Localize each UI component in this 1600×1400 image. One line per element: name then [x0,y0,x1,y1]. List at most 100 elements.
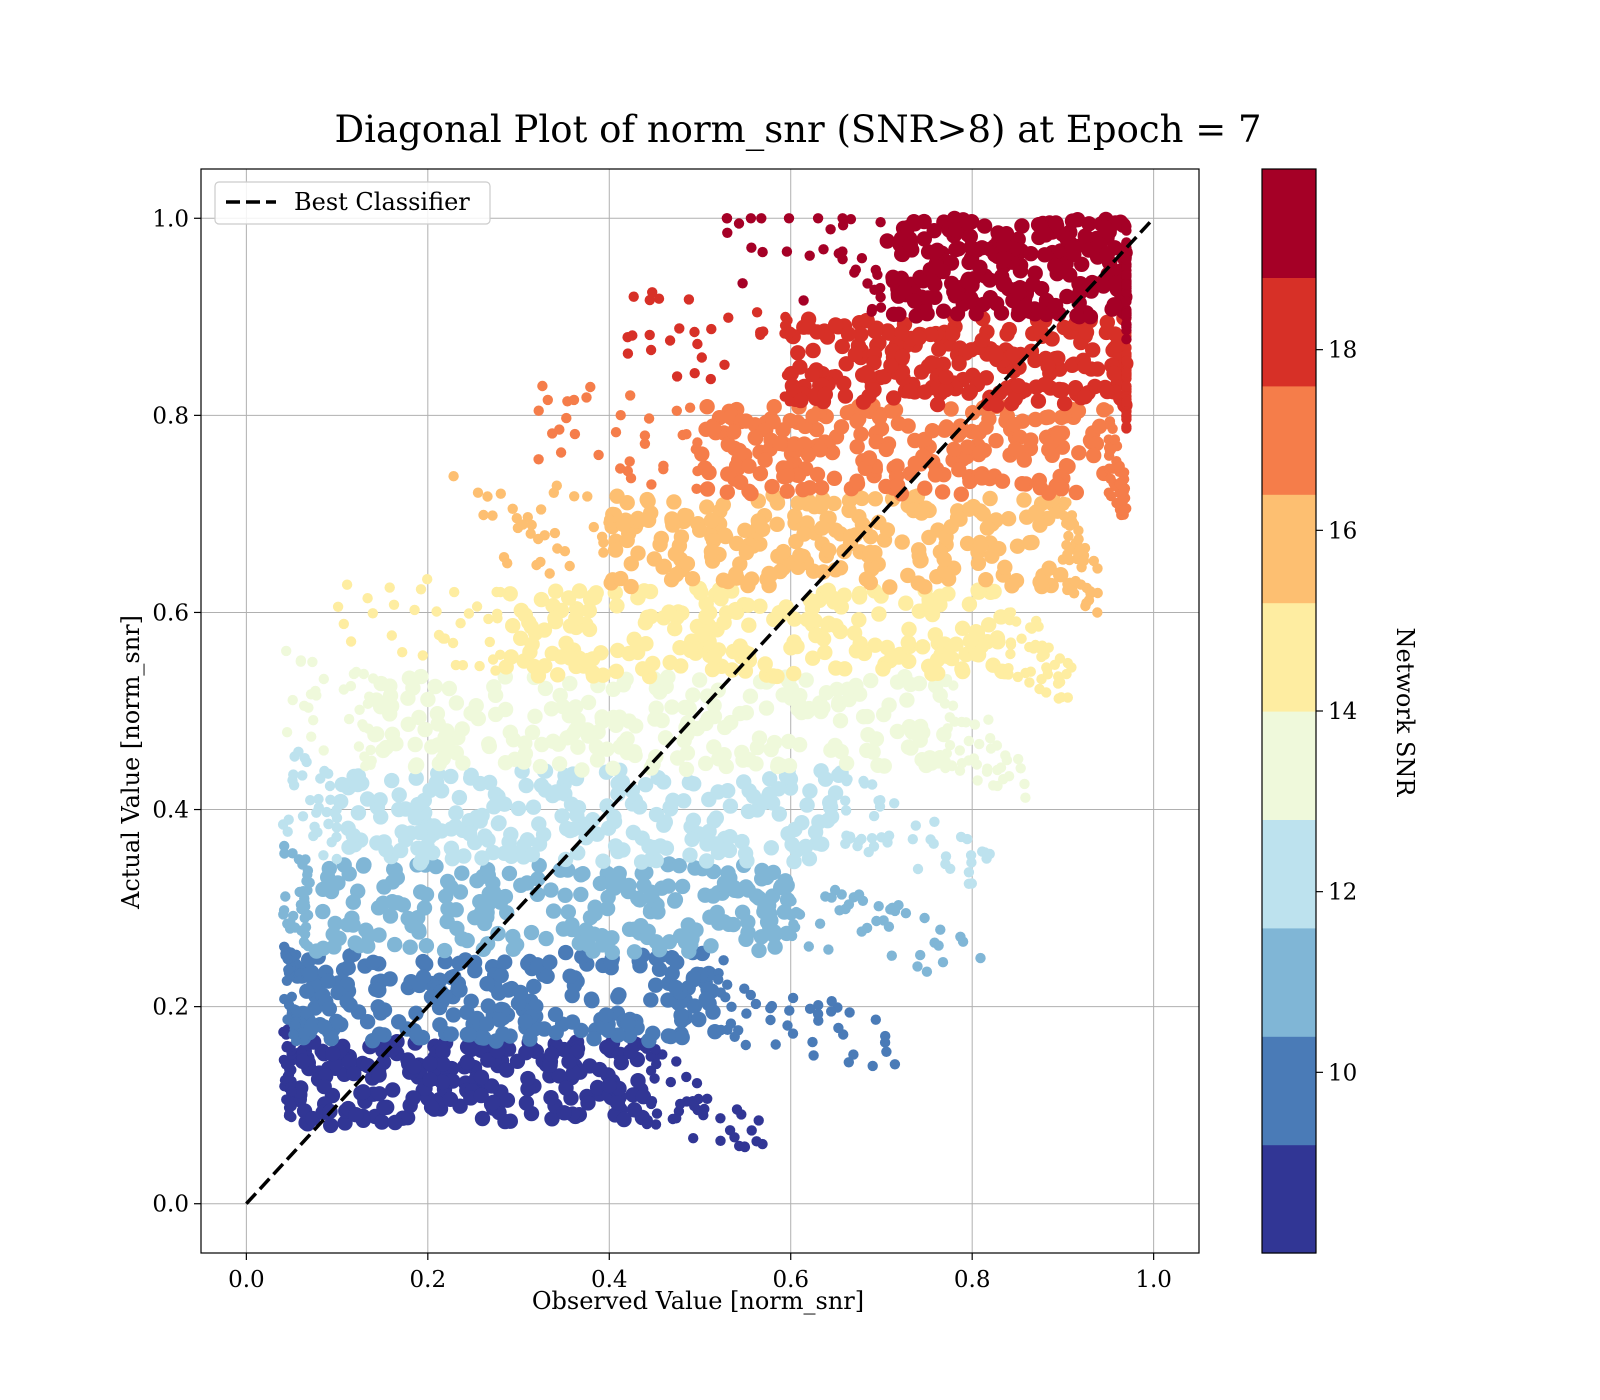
scatter-point [932,588,948,604]
scatter-point [610,775,626,792]
scatter-point [1056,319,1072,336]
scatter-point [367,608,378,619]
scatter-point [667,1113,678,1125]
scatter-point [587,899,603,915]
scatter-point [560,904,576,920]
scatter-point [581,621,598,638]
scatter-point [885,269,901,285]
scatter-point [732,705,748,722]
scatter-point [283,814,294,825]
scatter-point [648,806,665,823]
scatter-point [426,818,442,834]
scatter-point [652,536,668,553]
colorbar-segment [1262,385,1316,495]
scatter-point [666,494,682,510]
scatter-point [692,338,703,350]
scatter-point [652,684,668,700]
scatter-point [706,648,722,665]
scatter-point [538,930,554,947]
scatter-point [487,687,504,703]
scatter-point [507,503,518,514]
scatter-point [307,656,318,668]
scatter-point [484,1078,500,1094]
scatter-point [338,618,349,630]
scatter-point [871,606,887,622]
scatter-point [326,939,342,955]
scatter-point [621,645,637,662]
scatter-point [674,1029,690,1046]
scatter-point [533,454,544,465]
scatter-point [676,793,692,809]
scatter-point [844,1007,855,1018]
scatter-point [589,752,606,768]
y-axis-label: Actual Value [norm_snr] [117,615,145,910]
scatter-point [570,739,586,755]
scatter-point [580,694,597,711]
scatter-point [337,1115,353,1131]
scatter-point [387,936,403,953]
scatter-point [651,961,668,977]
scatter-point [636,877,652,894]
scatter-point [650,1119,662,1130]
scatter-point [745,989,756,1001]
scatter-point [415,969,432,985]
scatter-point [1105,473,1116,484]
scatter-point [409,604,420,616]
scatter-point [1063,530,1074,542]
scatter-point [699,1103,710,1115]
scatter-point [569,428,581,440]
scatter-point [291,1035,302,1047]
scatter-point [737,278,748,289]
scatter-point [723,312,734,323]
scatter-point [809,466,826,483]
scatter-point [805,650,821,666]
scatter-point [384,874,401,890]
scatter-point [1121,380,1132,392]
scatter-point [625,824,642,841]
scatter-point [526,978,542,995]
scatter-point [678,761,695,777]
scatter-point [644,294,655,306]
scatter-point [568,610,584,626]
scatter-point [588,521,599,533]
scatter-point [505,928,521,945]
scatter-point [698,715,714,732]
scatter-point [346,1065,362,1082]
scatter-point [1109,434,1121,445]
scatter-point [308,715,319,726]
scatter-point [782,1020,793,1031]
scatter-point [454,865,470,881]
scatter-point [814,836,830,852]
scatter-point [545,903,562,919]
scatter-point [863,846,874,858]
scatter-point [667,892,684,908]
scatter-point [740,1039,751,1051]
scatter-point [875,282,886,294]
scatter-point [988,780,999,791]
scatter-point [917,480,933,496]
scatter-point [996,249,1013,265]
scatter-point [853,426,869,442]
scatter-point [685,970,702,986]
scatter-point [593,645,609,661]
scatter-point [973,538,989,554]
scatter-point [894,534,910,550]
scatter-point [431,606,442,617]
scatter-point [859,365,875,381]
scatter-point [954,745,965,756]
scatter-point [728,566,744,582]
scatter-point [862,529,879,545]
scatter-point [323,818,334,830]
scatter-point [733,218,745,229]
scatter-point [681,429,692,440]
scatter-point [715,497,731,513]
scatter-point [719,359,730,370]
scatter-point [855,394,872,410]
scatter-point [615,516,632,533]
scatter-point [889,723,906,740]
scatter-point [331,853,342,865]
scatter-point [840,795,851,806]
scatter-point [448,805,464,821]
scatter-point [358,668,369,680]
scatter-point [945,326,961,342]
